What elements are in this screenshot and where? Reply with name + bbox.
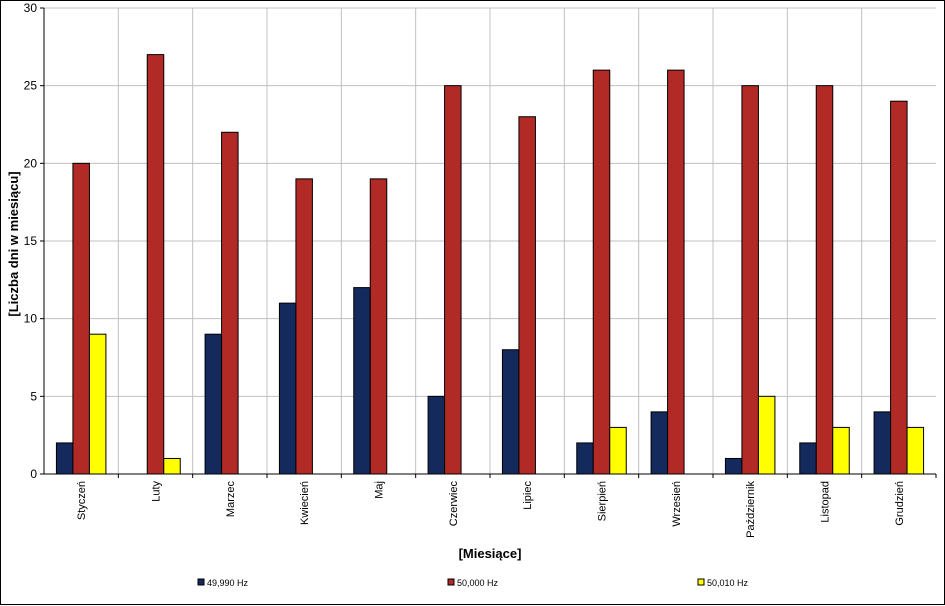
bar-1-3 bbox=[204, 333, 223, 475]
bar-3-10 bbox=[757, 395, 776, 475]
bar-3-8 bbox=[609, 426, 627, 475]
grid bbox=[44, 7, 936, 474]
bar-2-2 bbox=[146, 54, 165, 475]
bar-2-1 bbox=[72, 162, 90, 475]
x-tick-label: Marzec bbox=[225, 481, 237, 518]
bar-1-8 bbox=[576, 442, 594, 475]
bar-2-11 bbox=[815, 85, 834, 475]
legend-label-2: 50,000 Hz bbox=[457, 578, 499, 588]
bar-1-1 bbox=[55, 442, 74, 475]
legend-label-1: 49,990 Hz bbox=[207, 578, 249, 588]
legend-swatch-1 bbox=[197, 578, 205, 586]
bar-2-12 bbox=[890, 100, 908, 475]
bar-2-5 bbox=[369, 178, 388, 475]
legend-swatch-2 bbox=[447, 578, 455, 586]
bar-1-5 bbox=[353, 287, 371, 475]
x-tick-label: Sierpień bbox=[597, 481, 609, 521]
bar-3-2 bbox=[163, 457, 181, 475]
x-tick-label: Kwiecień bbox=[299, 481, 311, 525]
bar-2-9 bbox=[667, 69, 685, 475]
x-tick-label: Czerwiec bbox=[448, 481, 460, 527]
bar-2-3 bbox=[221, 131, 239, 475]
y-tick-label: 25 bbox=[24, 79, 38, 93]
y-tick-label: 0 bbox=[30, 467, 37, 481]
x-tick-label: Lipiec bbox=[522, 481, 534, 510]
y-tick-labels: 0 5 10 15 20 25 30 bbox=[24, 1, 44, 481]
y-tick-label: 20 bbox=[24, 156, 38, 170]
x-tick-label: Wrzesień bbox=[671, 481, 683, 527]
bar-1-6 bbox=[427, 395, 446, 475]
bar-1-11 bbox=[799, 442, 817, 475]
x-tick-label: Październik bbox=[745, 481, 757, 538]
x-tick-label: Maj bbox=[374, 481, 386, 499]
y-tick-label: 10 bbox=[24, 312, 38, 326]
bar-2-4 bbox=[295, 178, 313, 475]
bar-2-10 bbox=[741, 85, 759, 475]
bar-2-6 bbox=[444, 85, 462, 475]
bar-1-7 bbox=[501, 349, 520, 475]
y-axis-title: [Liczba dni w miesiącu] bbox=[6, 171, 21, 316]
y-tick-label: 30 bbox=[24, 1, 38, 15]
legend-swatch-3 bbox=[697, 578, 705, 586]
y-tick-label: 15 bbox=[24, 234, 38, 248]
bar-1-9 bbox=[650, 411, 669, 475]
x-tick-label: Grudzień bbox=[894, 481, 906, 526]
x-tick-label: Listopad bbox=[820, 481, 832, 523]
bar-3-1 bbox=[88, 333, 107, 475]
bar-3-12 bbox=[906, 426, 925, 475]
legend-label-3: 50,010 Hz bbox=[707, 578, 749, 588]
bar-1-10 bbox=[724, 457, 743, 475]
x-tick-label: Luty bbox=[151, 481, 163, 502]
legend: 49,990 Hz 50,000 Hz 50,010 Hz bbox=[197, 578, 749, 588]
bar-1-4 bbox=[278, 302, 297, 475]
x-axis-title: [Miesiące] bbox=[459, 546, 522, 561]
bar-2-8 bbox=[592, 69, 611, 475]
bar-2-7 bbox=[518, 116, 536, 475]
x-tick-labels: Styczeń Luty Marzec Kwiecień Maj Czerwiec Lipi… bbox=[76, 474, 937, 538]
bar-3-11 bbox=[832, 426, 850, 475]
x-tick-label: Styczeń bbox=[76, 481, 88, 520]
bar-1-12 bbox=[873, 411, 892, 475]
y-tick-label: 5 bbox=[30, 389, 37, 403]
